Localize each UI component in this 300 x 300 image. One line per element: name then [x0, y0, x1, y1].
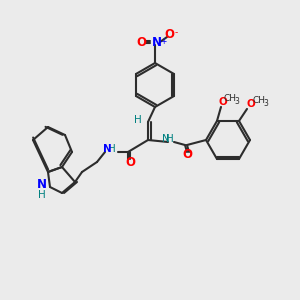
- Text: O: O: [136, 37, 146, 50]
- Text: 3: 3: [264, 99, 268, 108]
- Text: N: N: [103, 144, 111, 154]
- Text: +: +: [160, 37, 166, 46]
- Text: N: N: [37, 178, 47, 191]
- Text: N: N: [162, 134, 170, 144]
- Text: O: O: [164, 28, 174, 41]
- Text: CH: CH: [253, 96, 266, 105]
- Text: N: N: [152, 37, 162, 50]
- Text: O: O: [219, 97, 227, 107]
- Text: H: H: [108, 144, 116, 154]
- Text: H: H: [38, 190, 46, 200]
- Text: CH: CH: [224, 94, 236, 103]
- Text: 3: 3: [235, 98, 239, 106]
- Text: H: H: [134, 115, 142, 125]
- Text: -: -: [174, 28, 178, 38]
- Text: O: O: [125, 155, 135, 169]
- Text: H: H: [166, 134, 174, 144]
- Text: O: O: [182, 148, 192, 161]
- Text: O: O: [247, 99, 255, 109]
